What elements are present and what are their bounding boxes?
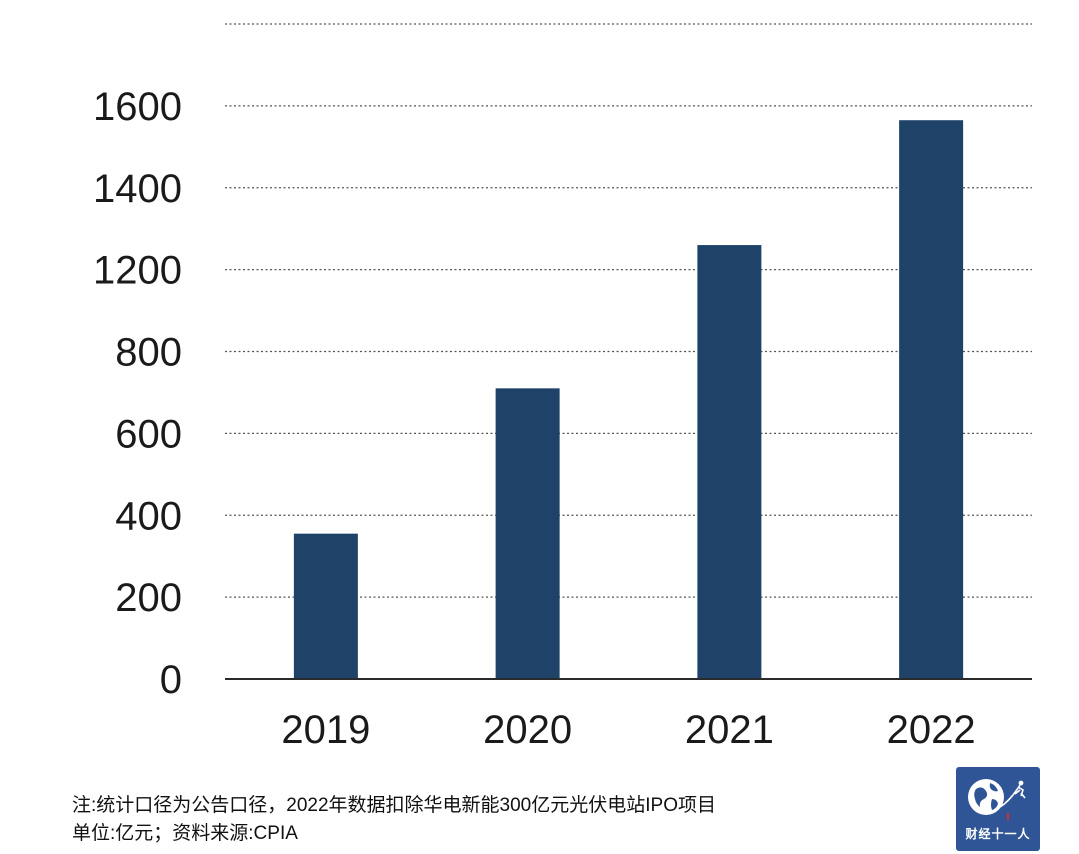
y-tick-label: 200 — [115, 576, 182, 620]
x-tick-label: 2020 — [483, 708, 572, 752]
gridlines — [225, 23, 1032, 598]
y-tick-label: 600 — [115, 412, 182, 456]
bar-2022 — [899, 120, 964, 679]
chart-footer: 注:统计口径为公告口径，2022年数据扣除华电新能300亿元光伏电站IPO项目 … — [72, 792, 932, 848]
y-axis-tick-labels: 0 200 400 600 800 1200 1400 1600 — [93, 85, 182, 702]
bar-2020 — [495, 388, 560, 679]
y-tick-label: 1400 — [93, 167, 182, 211]
y-tick-label: 0 — [160, 658, 182, 702]
globe-icon — [968, 779, 1026, 820]
x-tick-label: 2021 — [685, 708, 774, 752]
y-tick-label: 800 — [115, 331, 182, 375]
unit-source-text: 单位:亿元；资料来源:CPIA — [72, 823, 298, 844]
x-tick-label: 2022 — [887, 708, 976, 752]
x-axis-tick-labels: 2019 2020 2021 2022 — [281, 708, 975, 752]
bar-2019 — [293, 533, 358, 679]
bars — [293, 120, 964, 679]
footnote-text: 注:统计口径为公告口径，2022年数据扣除华电新能300亿元光伏电站IPO项目 — [72, 795, 716, 816]
y-tick-label: 1600 — [93, 85, 182, 129]
logo-text: 财经十一人 — [965, 827, 1031, 841]
bar-2021 — [697, 245, 762, 679]
brand-logo: 财经十一人 — [956, 767, 1040, 851]
y-tick-label: 1200 — [93, 249, 182, 293]
y-tick-label: 400 — [115, 494, 182, 538]
x-tick-label: 2019 — [281, 708, 370, 752]
